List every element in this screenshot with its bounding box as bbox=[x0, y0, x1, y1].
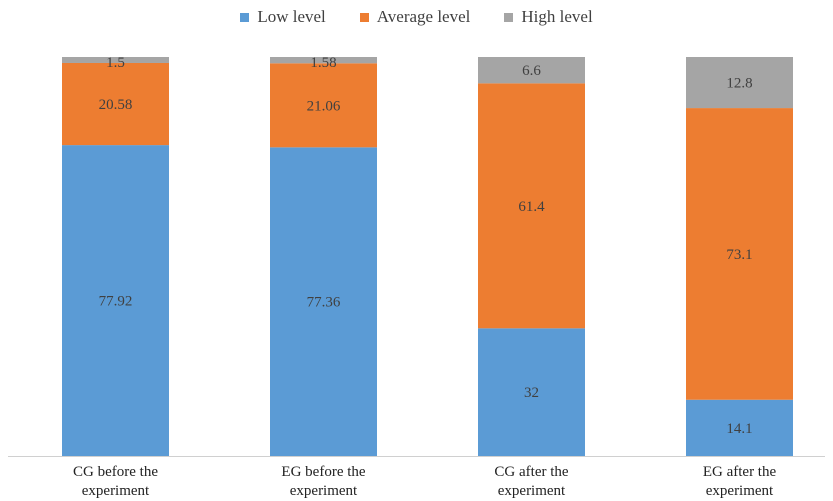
x-tick-label: CG before the bbox=[73, 464, 158, 480]
x-tick-label: experiment bbox=[290, 483, 358, 499]
data-label: 1.58 bbox=[310, 55, 336, 71]
legend-item: Low level bbox=[240, 7, 326, 27]
chart-legend: Low level Average level High level bbox=[0, 6, 833, 28]
data-label: 32 bbox=[524, 385, 539, 401]
bar-segment bbox=[478, 328, 585, 456]
legend-item: High level bbox=[504, 7, 593, 27]
bar-segment bbox=[270, 63, 377, 148]
x-tick-label: EG after the bbox=[703, 464, 777, 480]
data-label: 6.6 bbox=[522, 63, 541, 79]
legend-label: Average level bbox=[376, 7, 471, 26]
data-label: 1.5 bbox=[106, 55, 125, 71]
legend-swatch bbox=[504, 12, 514, 22]
bar-segment bbox=[62, 62, 169, 146]
data-label: 77.36 bbox=[307, 295, 341, 311]
x-tick-label: CG after the bbox=[494, 464, 568, 480]
x-tick-label: experiment bbox=[706, 483, 774, 499]
bar-segment bbox=[686, 108, 793, 400]
x-tick-label: experiment bbox=[82, 483, 150, 499]
data-label: 20.58 bbox=[99, 97, 133, 113]
data-label: 14.1 bbox=[726, 421, 752, 437]
bar-segment bbox=[478, 83, 585, 329]
data-label: 61.4 bbox=[518, 199, 545, 215]
data-label: 73.1 bbox=[726, 247, 752, 263]
legend-label: Low level bbox=[257, 7, 326, 26]
legend-label: High level bbox=[521, 7, 593, 26]
legend-item: Average level bbox=[359, 7, 471, 27]
bar-segment bbox=[62, 145, 169, 457]
bar-segment bbox=[270, 147, 377, 456]
bar-segment bbox=[686, 57, 793, 109]
data-label: 12.8 bbox=[726, 76, 752, 92]
data-label: 21.06 bbox=[307, 98, 341, 114]
x-tick-label: EG before the bbox=[281, 464, 365, 480]
bar-segment bbox=[478, 57, 585, 84]
x-tick-label: experiment bbox=[498, 483, 566, 499]
data-label: 77.92 bbox=[99, 294, 133, 310]
bar-segment bbox=[686, 399, 793, 456]
legend-swatch bbox=[359, 12, 369, 22]
bar-segment bbox=[62, 57, 169, 63]
bar-segment bbox=[270, 57, 377, 64]
legend-swatch bbox=[240, 12, 250, 22]
